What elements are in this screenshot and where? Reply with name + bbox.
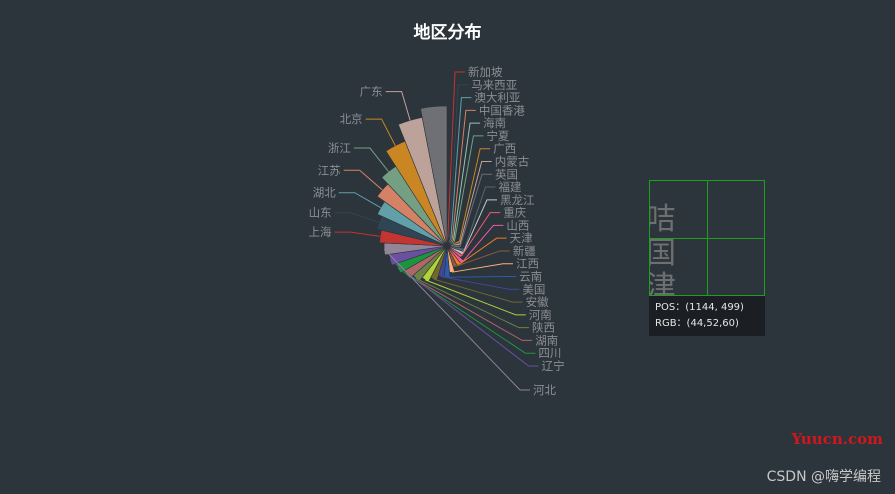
slice-label-广东: 广东	[360, 85, 383, 99]
label-line-广东	[385, 91, 411, 121]
label-line-福建	[463, 186, 496, 251]
label-line-天津	[458, 237, 507, 266]
label-line-山西	[461, 224, 504, 263]
slice-label-陕西: 陕西	[532, 321, 555, 335]
label-line-安徽	[433, 278, 523, 303]
slice-label-江苏: 江苏	[318, 163, 341, 177]
pos-readout: POS：(1144, 499)	[655, 302, 744, 313]
magnifier-grid: 咭 国 津	[649, 180, 765, 296]
slice-label-江西: 江西	[516, 257, 539, 271]
label-line-美国	[441, 276, 520, 290]
label-line-黑龙江	[462, 199, 497, 254]
label-line-海南	[452, 122, 481, 241]
chart-title: 地区分布	[413, 23, 482, 43]
slice-label-云南: 云南	[519, 270, 542, 284]
label-line-陕西	[415, 277, 529, 329]
slice-label-重庆: 重庆	[503, 206, 526, 220]
slice-label-山西: 山西	[506, 218, 529, 232]
slice-label-新疆: 新疆	[513, 244, 536, 258]
site-watermark: Yuucn.com	[791, 430, 884, 448]
slice-label-内蒙古: 内蒙古	[495, 154, 529, 168]
label-line-河北	[383, 248, 530, 391]
slice-label-四川: 四川	[538, 346, 561, 360]
label-line-四川	[397, 267, 536, 354]
rgb-readout: RGB：(44,52,60)	[655, 318, 739, 329]
slice-label-英国: 英国	[495, 167, 518, 181]
slice-label-新加坡: 新加坡	[468, 65, 503, 79]
label-line-湖南	[406, 274, 533, 341]
label-line-宁夏	[453, 135, 484, 242]
slice-label-湖南: 湖南	[535, 333, 558, 347]
label-line-河南	[425, 279, 526, 316]
slice-label-辽宁: 辽宁	[542, 359, 565, 373]
slice-label-天津: 天津	[510, 231, 533, 245]
magnifier-info: POS：(1144, 499) RGB：(44,52,60)	[649, 296, 765, 336]
label-line-辽宁	[389, 259, 539, 367]
label-line-中国香港	[451, 109, 476, 240]
label-line-江苏	[343, 169, 383, 191]
label-line-湖北	[338, 192, 381, 209]
label-line-澳大利亚	[450, 97, 472, 239]
label-line-云南	[446, 276, 517, 278]
label-line-新疆	[455, 250, 510, 268]
slice-label-福建: 福建	[498, 180, 521, 194]
slice-label-上海: 上海	[309, 225, 332, 239]
magnified-glyphs: 咭 国 津	[650, 203, 676, 296]
slice-label-马来西亚: 马来西亚	[471, 78, 517, 92]
slice-label-河南: 河南	[529, 308, 552, 322]
label-line-浙江	[353, 147, 389, 172]
label-line-内蒙古	[459, 160, 492, 245]
label-line-山东	[334, 212, 380, 223]
label-line-马来西亚	[448, 84, 469, 238]
slice-label-安徽: 安徽	[526, 295, 549, 309]
slice-label-北京: 北京	[340, 112, 363, 126]
slice-label-澳大利亚: 澳大利亚	[474, 91, 520, 105]
crosshair-horizontal	[650, 238, 764, 239]
label-line-新加坡	[447, 71, 465, 238]
slice-label-湖北: 湖北	[313, 186, 336, 200]
label-line-北京	[365, 118, 396, 146]
slice-label-宁夏: 宁夏	[486, 129, 509, 143]
slice-label-河北: 河北	[533, 383, 556, 397]
label-line-英国	[459, 173, 493, 247]
slice-label-美国: 美国	[522, 282, 545, 296]
slice-label-中国香港: 中国香港	[479, 103, 525, 117]
csdn-watermark: CSDN @嗨学编程	[766, 469, 881, 485]
slice-label-黑龙江: 黑龙江	[500, 193, 535, 207]
label-line-广西	[458, 148, 491, 242]
slice-label-广西: 广西	[493, 142, 516, 156]
color-picker-magnifier: 咭 国 津 POS：(1144, 499) RGB：(44,52,60)	[649, 180, 765, 336]
slice-label-浙江: 浙江	[328, 141, 351, 155]
label-line-江西	[451, 263, 513, 273]
rose-wedge-unlabeled[interactable]	[420, 105, 448, 247]
slice-label-海南: 海南	[483, 116, 506, 130]
slice-label-山东: 山东	[309, 206, 332, 220]
label-line-上海	[334, 231, 381, 237]
label-line-重庆	[460, 212, 501, 257]
